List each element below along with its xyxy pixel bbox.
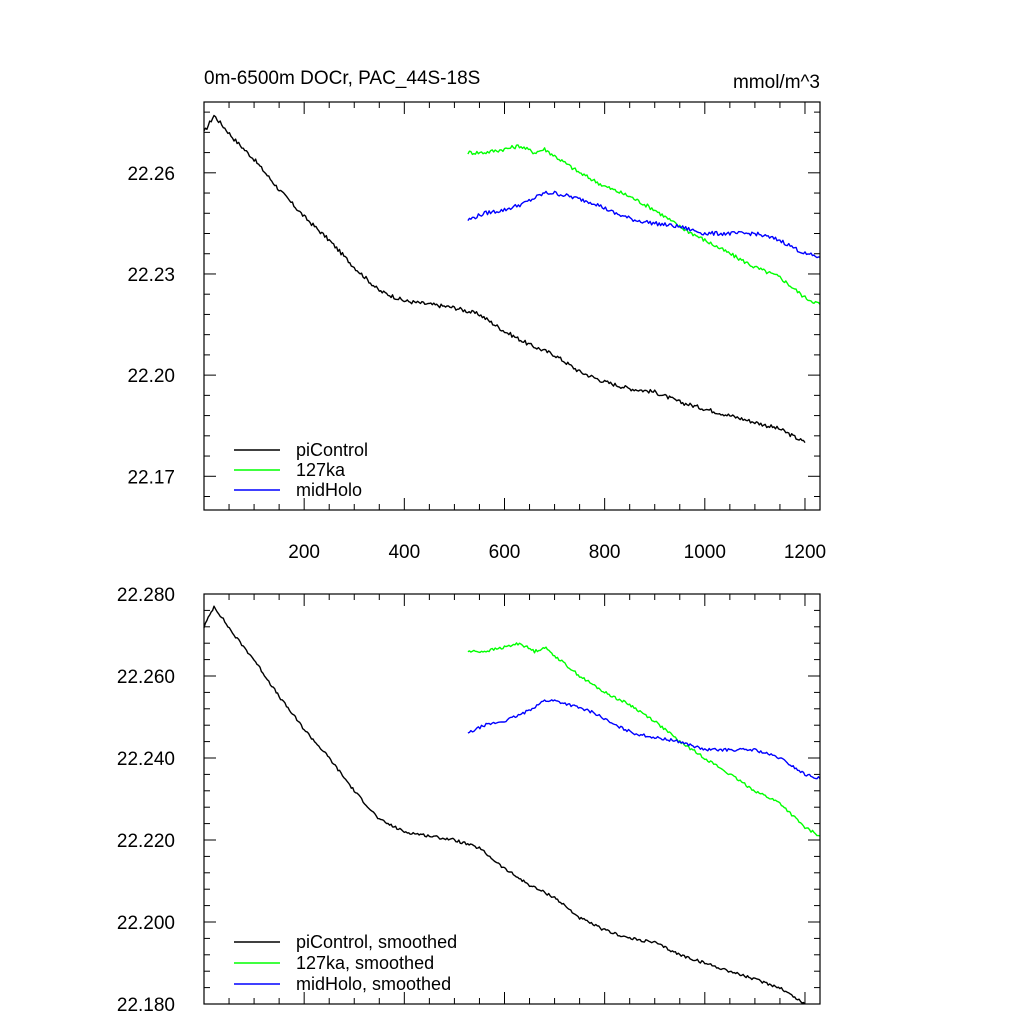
x-tick-label: 200 bbox=[288, 542, 320, 563]
top-panel: 0m-6500m DOCr, PAC_44S-18S mmol/m^3 200 4… bbox=[127, 68, 826, 563]
legend-label: midHolo, smoothed bbox=[296, 974, 451, 994]
y-tick-label: 22.260 bbox=[117, 667, 175, 688]
series-line-127ka-smoothed bbox=[467, 642, 821, 837]
legend-label: piControl, smoothed bbox=[296, 932, 457, 952]
y-tick-label: 22.240 bbox=[117, 749, 175, 770]
y-tick-label: 22.17 bbox=[127, 467, 175, 488]
chart-title-left: 0m-6500m DOCr, PAC_44S-18S bbox=[204, 68, 480, 89]
x-tick-label: 1200 bbox=[784, 542, 826, 563]
x-tick-label: 400 bbox=[388, 542, 420, 563]
legend-label: 127ka, smoothed bbox=[296, 953, 434, 973]
y-tick-label: 22.220 bbox=[117, 831, 175, 852]
series-line-picontrol bbox=[203, 114, 806, 444]
bottom-panel: 22.180 22.200 22.220 22.240 22.260 22.280 piC… bbox=[117, 585, 821, 1016]
legend-label: 127ka bbox=[296, 460, 346, 480]
bottom-series-group bbox=[203, 605, 821, 1005]
bottom-axis-ticks: 22.180 22.200 22.220 22.240 22.260 22.280 bbox=[117, 585, 820, 1016]
y-tick-label: 22.26 bbox=[127, 164, 175, 185]
x-tick-label: 1000 bbox=[684, 542, 726, 563]
top-axis-ticks: 200 400 600 800 1000 1200 22.17 22.20 22.23 22.26 bbox=[127, 102, 826, 563]
series-line-midholo bbox=[467, 190, 821, 259]
bottom-plot-frame bbox=[203, 593, 821, 1005]
legend-label: piControl bbox=[296, 440, 368, 460]
chart-units-label: mmol/m^3 bbox=[733, 72, 820, 93]
series-line-picontrol-smoothed bbox=[203, 605, 806, 1005]
x-tick-label: 600 bbox=[489, 542, 521, 563]
y-tick-label: 22.20 bbox=[127, 366, 175, 387]
top-plot-frame bbox=[203, 101, 821, 511]
y-tick-label: 22.180 bbox=[117, 995, 175, 1016]
y-tick-label: 22.23 bbox=[127, 265, 175, 286]
y-tick-label: 22.280 bbox=[117, 585, 175, 606]
legend-label: midHolo bbox=[296, 480, 362, 500]
x-tick-label: 800 bbox=[589, 542, 621, 563]
y-tick-label: 22.200 bbox=[117, 913, 175, 934]
top-series-group bbox=[203, 114, 821, 444]
series-line-127ka bbox=[467, 144, 821, 305]
series-line-midholo-smoothed bbox=[467, 699, 821, 780]
